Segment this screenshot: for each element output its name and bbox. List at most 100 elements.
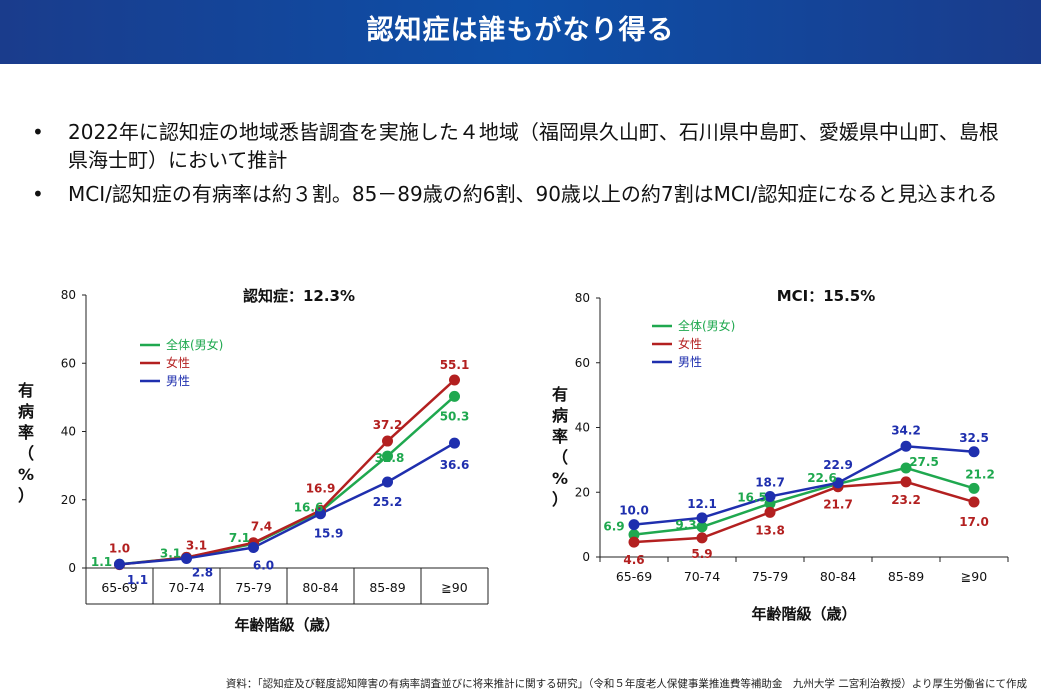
data-point bbox=[764, 490, 776, 502]
bullet-dot: • bbox=[32, 182, 44, 206]
data-point bbox=[696, 512, 708, 524]
y-tick-label: 40 bbox=[61, 425, 76, 439]
data-label: 55.1 bbox=[440, 358, 470, 372]
data-label: 32.5 bbox=[959, 431, 989, 445]
data-label: 37.2 bbox=[373, 418, 403, 432]
legend-label: 男性 bbox=[166, 374, 190, 388]
y-tick-label: 20 bbox=[575, 485, 590, 499]
data-label: 22.6 bbox=[807, 471, 837, 485]
bullet-list: • 2022年に認知症の地域悉皆調査を実施した４地域（福岡県久山町、石川県中島町… bbox=[32, 118, 1017, 214]
data-label: 50.3 bbox=[440, 409, 470, 423]
x-tick-label: 75-79 bbox=[752, 569, 788, 584]
mci-prevalence-chart: MCI：15.5% 0 20 40 60 80 65-69 70-74 75-79 80-84 85… bbox=[552, 287, 1009, 623]
bullet-text: MCI/認知症の有病率は約３割。85－89歳の約6割、90歳以上の約7割はMCI… bbox=[68, 182, 998, 206]
x-tick-label: ≧90 bbox=[441, 580, 467, 595]
data-label: 7.4 bbox=[251, 520, 272, 534]
data-point bbox=[968, 496, 980, 508]
x-axis-label: 年齢階級（歳） bbox=[751, 605, 856, 623]
x-tick-label: 65-69 bbox=[616, 569, 652, 584]
x-tick-label: 85-89 bbox=[888, 569, 924, 584]
data-label: 16.9 bbox=[306, 481, 336, 495]
data-label: 36.6 bbox=[440, 458, 470, 472]
data-label: 6.0 bbox=[253, 559, 274, 573]
data-point bbox=[968, 482, 980, 494]
data-point bbox=[449, 437, 460, 449]
data-point bbox=[382, 476, 393, 488]
legend-label: 男性 bbox=[678, 355, 702, 369]
data-point bbox=[382, 450, 393, 462]
data-label: 3.1 bbox=[186, 538, 207, 552]
data-label: 22.9 bbox=[823, 458, 853, 472]
data-label: 9.3 bbox=[675, 518, 696, 532]
series-line bbox=[119, 395, 456, 566]
series-line bbox=[633, 445, 975, 526]
legend-label: 女性 bbox=[678, 336, 702, 351]
data-point bbox=[315, 508, 326, 520]
y-axis-label: 有病率（%） bbox=[18, 381, 34, 505]
data-label: 6.9 bbox=[603, 520, 624, 534]
x-tick-label: 85-89 bbox=[369, 580, 405, 595]
y-tick-label: 80 bbox=[61, 288, 76, 302]
data-label: 2.8 bbox=[192, 565, 213, 579]
series-line bbox=[633, 480, 975, 544]
series-line bbox=[119, 442, 456, 566]
data-label: 10.0 bbox=[619, 504, 649, 518]
data-label: 21.2 bbox=[965, 467, 995, 481]
data-label: 7.1 bbox=[229, 531, 250, 545]
data-label: 1.1 bbox=[91, 555, 112, 569]
bullet-dot: • bbox=[32, 120, 44, 144]
x-tick-label: 70-74 bbox=[684, 569, 720, 584]
data-label: 23.2 bbox=[891, 493, 921, 507]
x-axis-label: 年齢階級（歳） bbox=[234, 616, 339, 634]
data-label: 15.9 bbox=[314, 527, 344, 541]
data-point bbox=[449, 390, 460, 402]
page-title: 認知症は誰もがなり得る bbox=[366, 15, 675, 46]
data-point bbox=[382, 435, 393, 447]
data-point bbox=[764, 506, 776, 518]
y-tick-label: 20 bbox=[61, 493, 76, 507]
data-point bbox=[628, 536, 640, 548]
data-label: 3.1 bbox=[160, 546, 181, 560]
x-tick-label: 75-79 bbox=[235, 580, 271, 595]
data-label: 32.8 bbox=[375, 451, 405, 465]
data-point bbox=[900, 476, 912, 488]
data-point bbox=[900, 462, 912, 474]
data-label: 1.0 bbox=[109, 542, 130, 556]
x-tick-label: 80-84 bbox=[820, 569, 856, 584]
data-point bbox=[696, 521, 708, 533]
series-line bbox=[633, 466, 975, 536]
data-label: 27.5 bbox=[909, 455, 939, 469]
data-label: 21.7 bbox=[823, 498, 853, 512]
legend-label: 全体(男女) bbox=[166, 337, 223, 352]
y-axis-label: 有病率（%） bbox=[552, 385, 568, 509]
y-tick-label: 0 bbox=[68, 561, 76, 575]
chart-title: 認知症：12.3% bbox=[243, 287, 355, 305]
source-note: 資料：「認知症及び軽度認知障害の有病率調査並びに将来推計に関する研究」（令和５年… bbox=[225, 678, 1027, 690]
data-point bbox=[248, 542, 259, 554]
data-label: 16.5 bbox=[737, 491, 767, 505]
dementia-prevalence-chart: 認知症：12.3% 0 20 40 60 80 65-69 70-74 75-79 80-84 85… bbox=[18, 287, 489, 634]
bullet-text: 2022年に認知症の地域悉皆調査を実施した４地域（福岡県久山町、石川県中島町、愛… bbox=[68, 120, 999, 172]
bullet-item: • MCI/認知症の有病率は約３割。85－89歳の約6割、90歳以上の約7割はM… bbox=[32, 180, 1017, 208]
legend-label: 全体(男女) bbox=[678, 318, 735, 333]
data-label: 17.0 bbox=[959, 515, 989, 529]
data-point bbox=[628, 519, 640, 531]
data-point bbox=[114, 558, 125, 570]
y-tick-label: 40 bbox=[575, 421, 590, 435]
legend-label: 女性 bbox=[166, 355, 190, 370]
data-point bbox=[696, 532, 708, 544]
x-tick-label: 70-74 bbox=[168, 580, 204, 595]
y-tick-label: 60 bbox=[61, 356, 76, 370]
y-tick-label: 60 bbox=[575, 356, 590, 370]
data-label: 25.2 bbox=[373, 495, 403, 509]
data-label: 5.9 bbox=[691, 547, 712, 561]
data-label: 34.2 bbox=[891, 423, 921, 437]
data-label: 4.6 bbox=[623, 553, 644, 567]
data-point bbox=[968, 446, 980, 458]
data-point bbox=[181, 552, 192, 564]
x-tick-label: 80-84 bbox=[302, 580, 338, 595]
y-tick-label: 0 bbox=[582, 550, 590, 564]
chart-title: MCI：15.5% bbox=[777, 287, 876, 305]
x-tick-label: ≧90 bbox=[961, 569, 987, 584]
y-tick-label: 80 bbox=[575, 291, 590, 305]
